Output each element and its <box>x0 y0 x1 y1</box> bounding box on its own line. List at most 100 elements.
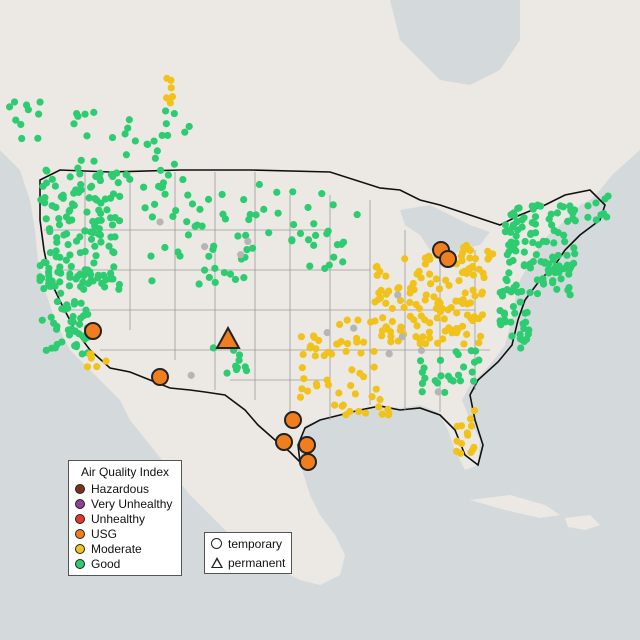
monitor-dot <box>158 131 166 140</box>
monitor-dot <box>35 110 43 118</box>
monitor-dot <box>150 200 159 208</box>
monitor-dot <box>205 252 213 260</box>
legend-row-usg: USG <box>69 526 181 541</box>
monitor-dot <box>469 445 477 454</box>
monitor-dot <box>471 292 479 300</box>
monitor-dot <box>89 229 97 237</box>
monitor-dot <box>65 331 74 339</box>
monitor-dot <box>84 266 92 274</box>
monitor-dot <box>76 270 84 279</box>
good-swatch <box>75 558 85 569</box>
monitor-dot <box>459 299 467 308</box>
monitor-dot <box>355 407 363 416</box>
monitor-dot <box>163 74 171 82</box>
monitor-dot <box>164 131 172 140</box>
monitor-dot <box>68 200 77 208</box>
monitor-dot <box>124 124 132 132</box>
monitor-dot <box>90 157 98 165</box>
monitor-dot <box>447 304 455 312</box>
usg-temporary-marker <box>284 411 302 429</box>
monitor-dot <box>496 288 504 297</box>
monitor-dot <box>417 346 426 355</box>
monitor-dot <box>309 332 318 340</box>
monitor-dot <box>157 166 165 174</box>
monitor-dot <box>421 340 430 348</box>
monitor-dot <box>339 401 347 409</box>
monitor-dot <box>55 214 63 223</box>
monitor-dot <box>103 206 111 214</box>
monitor-dot <box>153 147 161 155</box>
monitor-dot <box>72 186 80 194</box>
monitor-dot <box>528 219 536 227</box>
hudson-bay <box>390 0 520 85</box>
monitor-dot <box>106 214 115 222</box>
monitor-dot <box>113 169 121 177</box>
monitor-dot <box>460 243 468 251</box>
monitor-dot <box>85 194 93 202</box>
monitor-dot <box>166 99 174 107</box>
monitor-dot <box>5 103 14 111</box>
monitor-dot <box>232 362 240 370</box>
monitor-dot <box>555 268 563 276</box>
monitor-dot <box>426 270 434 278</box>
monitor-dot <box>553 285 561 293</box>
monitor-dot <box>476 332 485 340</box>
monitor-dot <box>248 244 257 252</box>
usg-temporary-marker <box>275 433 293 451</box>
very-unhealthy-swatch <box>75 498 85 509</box>
monitor-dot <box>413 269 421 278</box>
monitor-dot <box>347 381 355 390</box>
monitor-dot <box>299 350 307 359</box>
monitor-dot <box>419 333 427 341</box>
monitor-dot <box>335 389 343 397</box>
monitor-dot <box>475 339 483 347</box>
monitor-dot <box>455 276 463 285</box>
aqi-legend-title: Air Quality Index <box>80 465 170 479</box>
monitor-dot <box>533 276 541 284</box>
monitor-dot <box>466 415 475 423</box>
monitor-dot <box>431 377 439 385</box>
monitor-dot <box>169 212 177 221</box>
monitor-dot <box>51 344 59 352</box>
monitor-dot <box>60 231 68 239</box>
usg-temporary-marker <box>439 250 457 268</box>
monitor-dot <box>76 233 84 241</box>
monitor-dot <box>554 251 562 260</box>
monitor-dot <box>421 374 429 382</box>
monitor-dot <box>83 363 92 371</box>
monitor-dot <box>382 323 390 331</box>
monitor-dot <box>310 220 318 228</box>
monitor-dot <box>526 264 535 272</box>
monitor-dot <box>108 133 117 142</box>
legend-label-temporary: temporary <box>228 536 283 551</box>
monitor-type-legend: temporary permanent <box>204 532 292 574</box>
monitor-dot <box>315 336 323 345</box>
monitor-dot <box>432 275 440 283</box>
monitor-dot <box>52 325 61 333</box>
legend-label: Very Unhealthy <box>91 496 173 511</box>
monitor-dot <box>223 369 231 377</box>
monitor-dot <box>557 275 565 283</box>
monitor-dot <box>370 347 378 356</box>
monitor-dot <box>452 348 460 356</box>
monitor-dot <box>413 322 421 330</box>
monitor-dot <box>154 182 163 190</box>
monitor-dot <box>453 309 461 317</box>
monitor-dot <box>143 140 151 148</box>
monitor-dot <box>81 247 89 256</box>
monitor-dot <box>148 277 156 285</box>
usg-swatch <box>75 528 85 539</box>
monitor-dot <box>382 299 390 307</box>
monitor-dot <box>102 276 110 284</box>
monitor-dot <box>36 98 44 106</box>
monitor-dot <box>240 195 248 204</box>
monitor-dot <box>548 266 556 274</box>
monitor-dot <box>445 281 453 290</box>
monitor-dot <box>188 200 197 208</box>
monitor-dot <box>162 94 171 102</box>
monitor-dot <box>92 252 100 260</box>
aqi-legend: Air Quality Index Hazardous Very Unhealt… <box>68 460 182 576</box>
monitor-dot <box>40 284 48 293</box>
monitor-dot <box>51 182 59 190</box>
monitor-dot <box>376 395 384 404</box>
